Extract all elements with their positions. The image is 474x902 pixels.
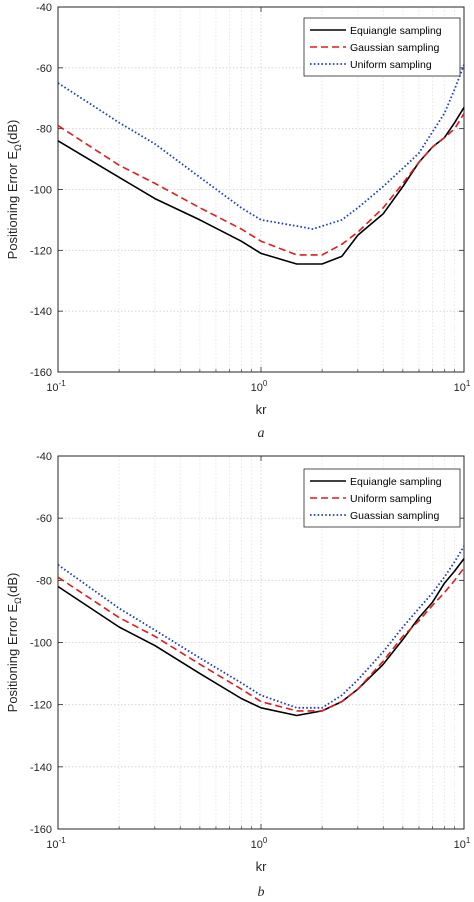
- y-tick-label: -60: [36, 63, 52, 75]
- legend-label-2: Uniform sampling: [350, 493, 432, 505]
- chart-panel-a: -160 -140 -120 -100 -80 -60 -40 10-1 100 101 kr Pos…: [5, 2, 471, 441]
- y-tick-label: -80: [36, 575, 52, 587]
- x-tick-label: 100: [251, 836, 268, 851]
- series-line-3: [57, 545, 465, 709]
- legend-label-1: Equiangle sampling: [350, 25, 442, 37]
- panel-label: a: [258, 426, 265, 441]
- x-axis-label: kr: [256, 402, 268, 417]
- x-tick-label: 101: [454, 379, 471, 394]
- legend: Equiangle sampling Gaussian sampling Unifo…: [303, 17, 461, 77]
- x-axis-label: kr: [256, 859, 268, 874]
- chart-panel-b: -160 -140 -120 -100 -80 -60 -40 10-1 100 101 kr Pos…: [5, 451, 471, 900]
- y-tick-label: -60: [36, 513, 52, 525]
- y-tick-label: -160: [30, 824, 52, 836]
- y-tick-label: -140: [30, 762, 52, 774]
- x-tick-label: 101: [454, 836, 471, 851]
- y-tick-label: -120: [30, 245, 52, 257]
- series-line-2: [57, 113, 465, 256]
- y-tick-label: -40: [36, 451, 52, 463]
- y-tick-label: -40: [36, 2, 52, 14]
- y-tick-label: -160: [30, 367, 52, 379]
- y-tick-label: -100: [30, 185, 52, 197]
- y-tick-label: -120: [30, 700, 52, 712]
- legend-label-1: Equiangle sampling: [350, 476, 442, 488]
- y-tick-label: -100: [30, 638, 52, 650]
- x-tick-label: 100: [251, 379, 268, 394]
- legend: Equiangle sampling Uniform sampling Guassi…: [303, 468, 461, 528]
- legend-box: [303, 17, 461, 77]
- y-tick-label: -80: [36, 124, 52, 136]
- y-axis-label: Positioning Error EΩ(dB): [5, 573, 23, 713]
- legend-label-3: Uniform sampling: [350, 59, 432, 71]
- x-tick-label: 10-1: [46, 836, 66, 851]
- series-line-1: [57, 106, 465, 265]
- legend-box: [303, 468, 461, 528]
- legend-label-2: Gaussian sampling: [350, 42, 439, 54]
- legend-label-3: Guassian sampling: [350, 510, 439, 522]
- y-axis-label: Positioning Error EΩ(dB): [5, 120, 23, 260]
- series-line-2: [57, 567, 465, 712]
- y-tick-label: -140: [30, 306, 52, 318]
- panel-label: b: [258, 885, 265, 900]
- x-tick-label: 10-1: [46, 379, 66, 394]
- series-line-3: [57, 64, 465, 230]
